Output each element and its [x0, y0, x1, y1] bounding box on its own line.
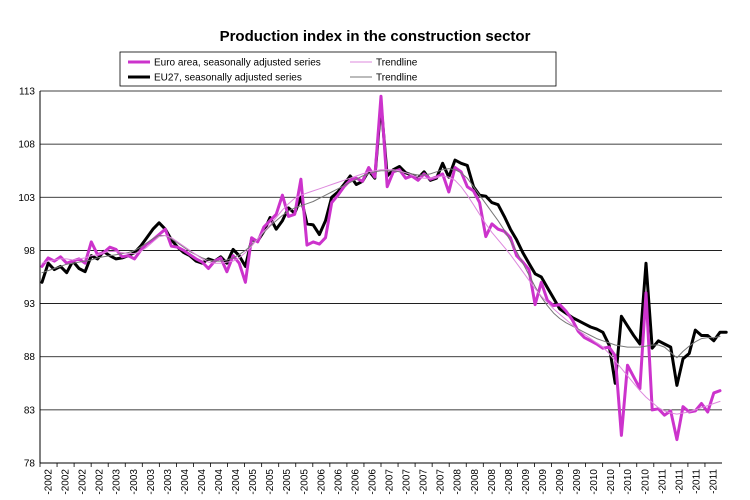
x-tick-label: -2009: [572, 469, 583, 495]
x-tick-label: -2005: [248, 469, 259, 495]
x-tick-label: -2010: [623, 469, 634, 495]
x-tick-label: -2002: [78, 469, 89, 495]
x-tick-label: -2007: [419, 469, 430, 495]
series-line-3: [41, 168, 721, 359]
x-tick-label: -2010: [589, 469, 600, 495]
y-tick-label: 88: [24, 352, 36, 363]
x-tick-label: -2002: [61, 469, 72, 495]
x-tick-label: -2004: [180, 469, 191, 495]
x-tick-label: -2006: [367, 469, 378, 495]
x-tick-label: -2003: [163, 469, 174, 495]
x-tick-label: -2009: [538, 469, 549, 495]
x-tick-label: -2004: [197, 469, 208, 495]
x-tick-label: -2008: [487, 469, 498, 495]
x-tick-label: -2005: [299, 469, 310, 495]
y-tick-label: 103: [18, 193, 35, 204]
x-tick-label: -2006: [316, 469, 327, 495]
x-tick-label: -2007: [436, 469, 447, 495]
x-tick-label: -2008: [470, 469, 481, 495]
x-tick-label: -2003: [112, 469, 123, 495]
x-tick-label: -2010: [606, 469, 617, 495]
x-tick-label: -2003: [129, 469, 140, 495]
x-tick-label: -2004: [231, 469, 242, 495]
x-tick-label: -2006: [333, 469, 344, 495]
x-tick-label: -2011: [657, 469, 668, 494]
legend-label: Euro area, seasonally adjusted series: [154, 58, 321, 69]
x-tick-label: -2011: [708, 469, 719, 494]
chart-title: Production index in the construction sec…: [219, 28, 531, 45]
x-tick-label: -2008: [504, 469, 515, 495]
legend-label: Trendline: [376, 58, 418, 69]
x-tick-label: -2004: [214, 469, 225, 495]
x-tick-label: -2002: [95, 469, 106, 495]
x-tick-label: -2010: [640, 469, 651, 495]
y-tick-label: 78: [24, 459, 36, 470]
legend-label: EU27, seasonally adjusted series: [154, 73, 302, 84]
legend-label: Trendline: [376, 73, 418, 84]
x-tick-label: -2008: [453, 469, 464, 495]
x-tick-label: -2003: [146, 469, 157, 495]
x-tick-label: -2009: [555, 469, 566, 495]
x-tick-label: -2011: [674, 469, 685, 494]
x-tick-label: -2002: [44, 469, 55, 495]
y-tick-label: 113: [19, 87, 35, 98]
y-tick-label: 93: [24, 299, 36, 310]
x-tick-label: -2011: [691, 469, 702, 494]
x-tick-label: -2006: [350, 469, 361, 495]
x-tick-label: -2009: [521, 469, 532, 495]
y-tick-label: 98: [24, 246, 36, 257]
legend-frame: [119, 51, 557, 87]
x-tick-label: -2007: [402, 469, 413, 495]
x-tick-label: -2005: [282, 469, 293, 495]
series-line-1: [41, 169, 721, 415]
y-tick-label: 83: [24, 405, 36, 416]
series-line-0: [40, 94, 722, 442]
x-tick-label: -2005: [265, 469, 276, 495]
y-tick-label: 108: [18, 140, 35, 151]
x-tick-label: -2007: [385, 469, 396, 495]
legend: Euro area, seasonally adjusted series Tre…: [119, 51, 557, 87]
